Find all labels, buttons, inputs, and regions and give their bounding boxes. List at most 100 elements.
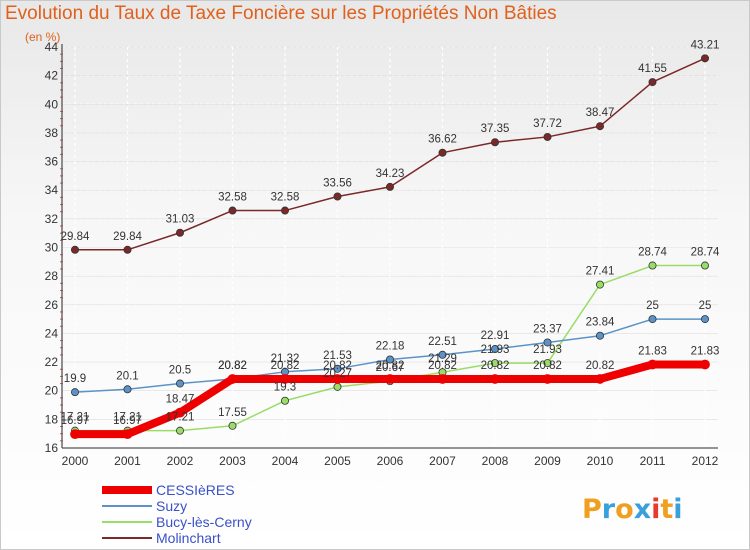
x-tick-label: 2010 bbox=[587, 454, 614, 468]
data-label-2: 17.21 bbox=[61, 412, 90, 424]
data-point-1 bbox=[596, 331, 605, 340]
data-point-0 bbox=[332, 374, 343, 384]
logo-letter: i bbox=[673, 494, 682, 525]
y-tick-label: 36 bbox=[45, 155, 59, 169]
x-tick-label: 2012 bbox=[692, 454, 719, 468]
data-label-3: 37.35 bbox=[481, 123, 510, 135]
data-point-0 bbox=[175, 407, 185, 418]
x-tick-label: 2004 bbox=[272, 454, 299, 468]
data-label-1: 20.82 bbox=[218, 360, 247, 372]
data-label-3: 37.72 bbox=[533, 118, 562, 130]
data-label-3: 34.23 bbox=[376, 168, 405, 180]
y-tick-label: 42 bbox=[45, 69, 59, 83]
data-label-3: 32.58 bbox=[271, 192, 300, 204]
data-label-3: 33.56 bbox=[323, 178, 352, 190]
data-label-1: 23.37 bbox=[533, 323, 562, 335]
data-label-2: 28.74 bbox=[638, 247, 667, 259]
data-label-3: 43.21 bbox=[691, 39, 720, 51]
data-label-0: 20.82 bbox=[533, 360, 562, 372]
data-label-1: 25 bbox=[646, 300, 659, 312]
data-label-0: 20.82 bbox=[323, 360, 352, 372]
data-label-1: 22.51 bbox=[428, 336, 457, 348]
data-label-2: 28.74 bbox=[691, 247, 720, 259]
data-point-0 bbox=[490, 374, 500, 384]
data-point-1 bbox=[701, 315, 710, 324]
y-tick-label: 30 bbox=[45, 241, 59, 255]
x-tick-label: 2005 bbox=[324, 454, 351, 468]
data-label-0: 21.83 bbox=[638, 346, 667, 358]
y-tick-label: 24 bbox=[45, 326, 59, 340]
y-tick-label: 20 bbox=[45, 384, 59, 398]
data-label-1: 21.53 bbox=[323, 350, 352, 362]
data-label-3: 29.84 bbox=[113, 231, 142, 243]
data-point-2 bbox=[648, 261, 657, 270]
data-point-1 bbox=[385, 355, 394, 364]
data-point-1 bbox=[123, 385, 132, 394]
data-point-1 bbox=[648, 315, 657, 324]
data-label-1: 21.32 bbox=[271, 353, 300, 365]
y-tick-label: 26 bbox=[45, 298, 59, 312]
data-point-1 bbox=[71, 388, 80, 397]
data-point-3 bbox=[543, 132, 552, 141]
data-label-0: 21.83 bbox=[691, 346, 720, 358]
y-tick-label: 22 bbox=[45, 355, 59, 369]
data-point-0 bbox=[385, 374, 395, 384]
legend-label-1: Suzy bbox=[156, 498, 187, 514]
data-label-3: 32.58 bbox=[218, 192, 247, 204]
data-label-3: 36.62 bbox=[428, 134, 457, 146]
data-label-0: 20.82 bbox=[428, 360, 457, 372]
data-point-3 bbox=[123, 245, 132, 254]
x-tick-label: 2006 bbox=[377, 454, 404, 468]
data-label-0: 20.82 bbox=[376, 360, 405, 372]
data-label-2: 21.93 bbox=[533, 344, 562, 356]
data-point-0 bbox=[700, 359, 710, 370]
data-label-1: 22.91 bbox=[481, 330, 510, 342]
data-point-3 bbox=[228, 206, 237, 215]
x-tick-label: 2000 bbox=[62, 454, 89, 468]
data-label-0: 20.82 bbox=[271, 360, 300, 372]
data-point-2 bbox=[543, 359, 552, 368]
logo-letter: i bbox=[651, 494, 660, 525]
data-label-2: 17.21 bbox=[113, 412, 142, 424]
data-label-0: 16.97 bbox=[61, 415, 90, 427]
data-point-0 bbox=[280, 374, 290, 384]
data-label-3: 38.47 bbox=[586, 107, 615, 119]
legend-label-3: Molinchart bbox=[156, 530, 221, 546]
data-point-3 bbox=[648, 78, 657, 87]
logo-letter: r bbox=[602, 494, 616, 525]
data-label-3: 31.03 bbox=[166, 214, 195, 226]
y-tick-label: 44 bbox=[45, 40, 59, 54]
data-label-3: 29.84 bbox=[61, 231, 90, 243]
data-label-0: 20.82 bbox=[218, 360, 247, 372]
data-point-0 bbox=[122, 429, 133, 440]
data-point-2 bbox=[490, 359, 499, 368]
data-point-3 bbox=[490, 138, 499, 147]
data-label-2: 27.41 bbox=[586, 266, 615, 278]
legend-label-2: Bucy-lès-Cerny bbox=[156, 514, 252, 530]
data-point-1 bbox=[543, 338, 552, 347]
data-point-3 bbox=[175, 228, 184, 237]
data-label-2: 20.27 bbox=[323, 368, 352, 380]
logo-letter: x bbox=[634, 494, 651, 525]
data-point-3 bbox=[385, 182, 394, 191]
data-point-2 bbox=[333, 382, 342, 391]
x-tick-label: 2002 bbox=[167, 454, 194, 468]
data-point-0 bbox=[437, 374, 448, 384]
data-point-0 bbox=[70, 429, 80, 440]
data-point-2 bbox=[596, 280, 605, 289]
chart-unit-label: (en %) bbox=[25, 30, 61, 44]
data-point-0 bbox=[647, 359, 658, 370]
data-label-2: 21.93 bbox=[481, 344, 510, 356]
data-point-3 bbox=[71, 245, 80, 254]
data-label-0: 18.47 bbox=[166, 394, 195, 406]
y-tick-label: 16 bbox=[45, 441, 59, 455]
data-point-3 bbox=[333, 192, 342, 201]
data-label-3: 41.55 bbox=[638, 63, 667, 75]
x-tick-label: 2009 bbox=[534, 454, 561, 468]
data-point-2 bbox=[228, 421, 237, 430]
y-tick-label: 40 bbox=[45, 97, 59, 111]
data-label-0: 16.97 bbox=[113, 415, 142, 427]
data-point-0 bbox=[595, 374, 605, 384]
